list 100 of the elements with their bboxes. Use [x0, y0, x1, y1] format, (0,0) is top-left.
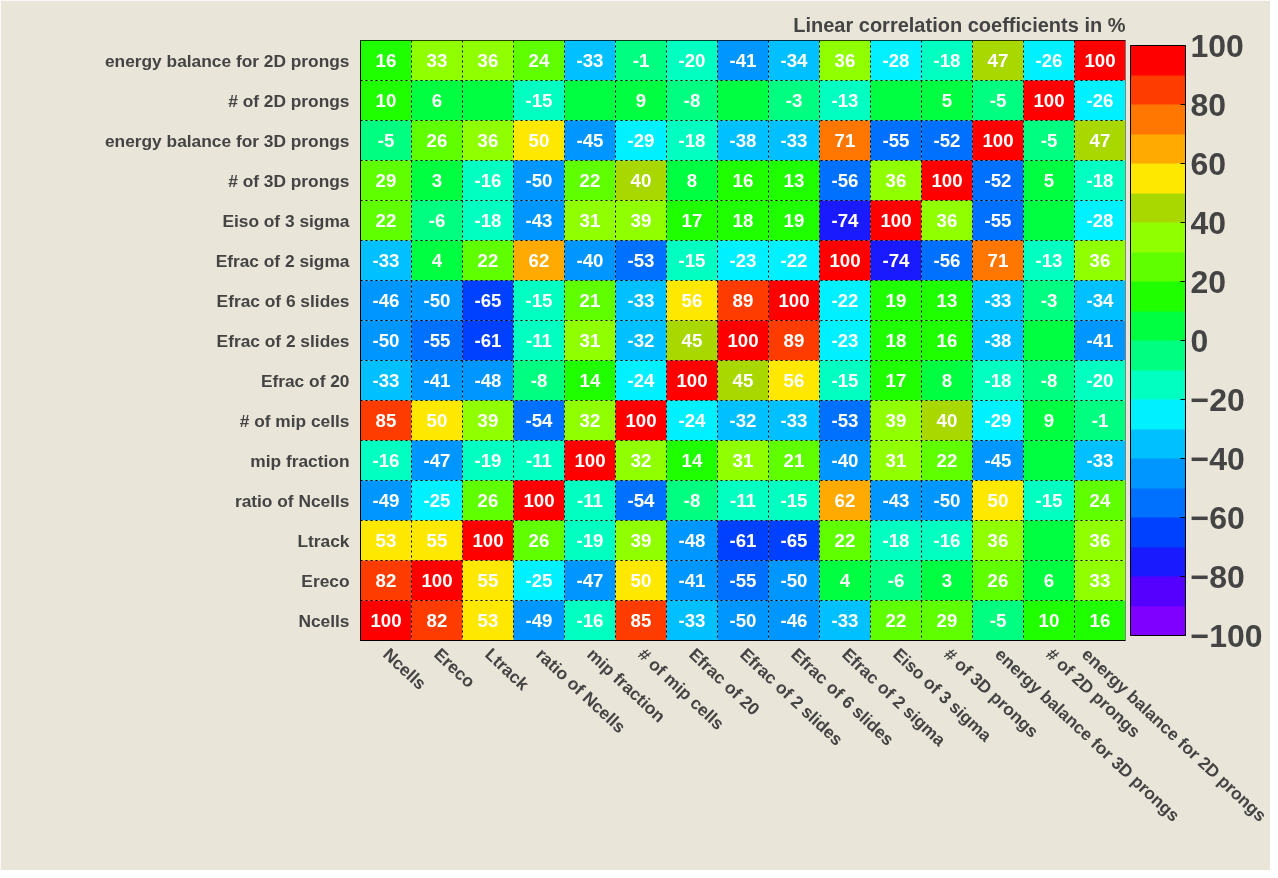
data-label: 9 — [635, 90, 647, 111]
data-label: 50 — [630, 570, 652, 591]
data-label: -15 — [1035, 490, 1063, 511]
data-label: -45 — [576, 130, 604, 151]
data-label: 100 — [931, 170, 963, 191]
data-label: -15 — [831, 370, 859, 391]
data-label: 36 — [477, 130, 499, 151]
data-label: -15 — [678, 250, 706, 271]
data-label: 56 — [783, 370, 805, 391]
data-label: -38 — [984, 330, 1012, 351]
data-label: 36 — [834, 50, 856, 71]
data-label: 17 — [681, 210, 703, 231]
data-label: -24 — [627, 370, 656, 391]
data-label: -5 — [377, 130, 395, 151]
data-label: -6 — [887, 570, 905, 591]
data-label: 100 — [421, 570, 453, 591]
data-label: -26 — [1035, 50, 1063, 71]
data-label: -25 — [423, 490, 451, 511]
data-label: 17 — [885, 370, 907, 391]
data-label: 31 — [885, 450, 907, 471]
data-label: 39 — [477, 410, 499, 431]
color-bar-label: 0 — [1190, 322, 1209, 359]
data-label: 21 — [783, 450, 805, 471]
y-tick-label: Efrac of 20 — [260, 370, 350, 391]
data-label: -53 — [831, 410, 859, 431]
data-label: 10 — [1038, 610, 1060, 631]
data-label: 19 — [885, 290, 907, 311]
data-label: 36 — [1089, 250, 1111, 271]
data-label: 3 — [431, 170, 443, 191]
data-label: -46 — [780, 610, 808, 631]
data-label: 40 — [936, 410, 958, 431]
data-label: 100 — [625, 410, 657, 431]
data-label: 4 — [431, 250, 443, 271]
data-label: 14 — [681, 450, 703, 471]
data-label: -19 — [576, 530, 604, 551]
data-label: 8 — [941, 370, 953, 391]
data-label: -33 — [678, 610, 706, 631]
y-tick-label: # of 3D prongs — [228, 170, 350, 191]
data-label: 50 — [987, 490, 1009, 511]
data-label: 33 — [1089, 570, 1111, 591]
data-label: -53 — [627, 250, 655, 271]
data-label: 100 — [778, 290, 810, 311]
data-label: -20 — [1086, 370, 1114, 391]
data-label: -33 — [372, 250, 400, 271]
color-bar-label: −20 — [1190, 381, 1245, 418]
data-label: 9 — [1043, 410, 1055, 431]
data-label: -11 — [526, 330, 552, 351]
data-label: -33 — [984, 290, 1012, 311]
data-label: 39 — [630, 210, 652, 231]
data-label: -18 — [1086, 170, 1114, 191]
data-label: 26 — [477, 490, 499, 511]
data-label: 100 — [523, 490, 555, 511]
y-tick-label: # of 2D prongs — [228, 90, 350, 111]
data-label: 31 — [579, 330, 601, 351]
data-label: -5 — [989, 90, 1007, 111]
data-label: 50 — [426, 410, 448, 431]
data-label: -55 — [423, 330, 451, 351]
data-label: 16 — [1089, 610, 1111, 631]
data-label: -11 — [577, 490, 603, 511]
data-label: -49 — [372, 490, 400, 511]
data-label: -33 — [780, 130, 808, 151]
data-label: 89 — [783, 330, 805, 351]
data-label: 6 — [431, 90, 443, 111]
y-tick-label: energy balance for 3D prongs — [104, 130, 350, 151]
data-label: -41 — [729, 50, 757, 71]
data-label: -50 — [423, 290, 451, 311]
data-label: -54 — [627, 490, 656, 511]
data-label: 24 — [1089, 490, 1111, 511]
data-label: -55 — [984, 210, 1012, 231]
data-label: 6 — [1043, 570, 1055, 591]
data-label: -16 — [576, 610, 604, 631]
data-label: -15 — [525, 90, 553, 111]
data-label: -46 — [372, 290, 400, 311]
data-label: -16 — [933, 530, 961, 551]
data-label: -41 — [1086, 330, 1114, 351]
data-label: -16 — [474, 170, 502, 191]
data-label: 45 — [732, 370, 754, 391]
y-tick-label: # of mip cells — [239, 410, 350, 431]
data-label: -56 — [933, 250, 961, 271]
data-label: -56 — [831, 170, 859, 191]
data-label: -45 — [984, 450, 1012, 471]
y-tick-label: Ereco — [301, 570, 350, 591]
data-label: -74 — [882, 250, 911, 271]
data-label: 100 — [880, 210, 912, 231]
data-label: -74 — [831, 210, 860, 231]
data-label: 13 — [936, 290, 958, 311]
data-label: -54 — [525, 410, 554, 431]
data-label: 14 — [579, 370, 601, 391]
data-label: 40 — [630, 170, 652, 191]
data-label: -43 — [525, 210, 553, 231]
data-label: -34 — [1086, 290, 1115, 311]
data-label: -8 — [530, 370, 548, 391]
data-label: 31 — [579, 210, 601, 231]
data-label: 85 — [630, 610, 652, 631]
y-tick-label: ratio of Ncells — [234, 490, 350, 511]
data-label: -26 — [1086, 90, 1114, 111]
data-label: -23 — [831, 330, 859, 351]
data-label: 47 — [1089, 130, 1111, 151]
data-label: 47 — [987, 50, 1009, 71]
data-label: -48 — [678, 530, 706, 551]
